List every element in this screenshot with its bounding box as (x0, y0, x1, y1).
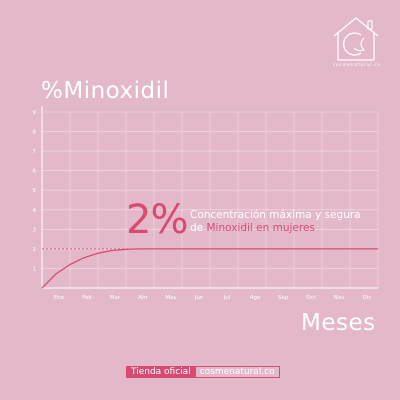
x-tick-label: Mar (110, 295, 121, 301)
headline-description: Concentración máxima y segura de Minoxid… (190, 209, 380, 235)
y-tick-label: 4 (33, 208, 37, 214)
x-tick-label: Jun (194, 295, 204, 301)
x-tick-label: Ene (54, 295, 65, 301)
headline-highlight: Minoxidil en mujeres (206, 222, 315, 234)
brand-caption: cosmenatural.co (332, 62, 382, 67)
x-tick-label: Sep (278, 295, 289, 301)
y-tick-label: 1 (33, 266, 37, 272)
footer-badge: Tienda oficial cosmenatural.co (126, 366, 280, 378)
y-tick-label: 8 (33, 130, 37, 136)
grid (42, 111, 379, 288)
y-tick-label: 7 (33, 149, 37, 155)
brand-logo-icon (328, 14, 384, 76)
footer-url[interactable]: cosmenatural.co (195, 366, 280, 378)
series-lines (41, 248, 378, 289)
headline-line2: de Minoxidil en mujeres (190, 222, 380, 235)
x-axis-label: Meses (301, 310, 376, 336)
x-tick-label: Ago (250, 295, 261, 301)
y-tick-label: 5 (33, 188, 37, 194)
x-tick-label: Feb (82, 295, 92, 301)
headline-line1: Concentración máxima y segura (190, 209, 361, 221)
x-ticks: Ene Feb Mar Abr May Jun Jul Ago Sep Oct Nov Dic (54, 295, 372, 301)
y-tick-label: 2 (33, 247, 37, 253)
x-tick-label: Dic (363, 295, 372, 301)
x-tick-label: Jul (223, 295, 231, 301)
y-axis-label: %Minoxidil (41, 78, 170, 104)
y-ticks: 1 2 3 4 5 6 7 8 9 (33, 110, 37, 272)
x-tick-label: May (165, 295, 177, 301)
y-tick-label: 6 (33, 169, 37, 175)
x-tick-label: Nov (334, 295, 345, 301)
headline-line2-prefix: de (190, 222, 204, 234)
x-tick-label: Oct (306, 295, 316, 301)
footer-label: Tienda oficial (126, 366, 196, 378)
y-tick-label: 9 (33, 110, 37, 116)
y-tick-label: 3 (33, 227, 37, 233)
axes (41, 106, 378, 289)
series-line (41, 248, 378, 289)
headline-value: 2% (126, 197, 188, 243)
x-tick-label: Abr (138, 295, 148, 301)
